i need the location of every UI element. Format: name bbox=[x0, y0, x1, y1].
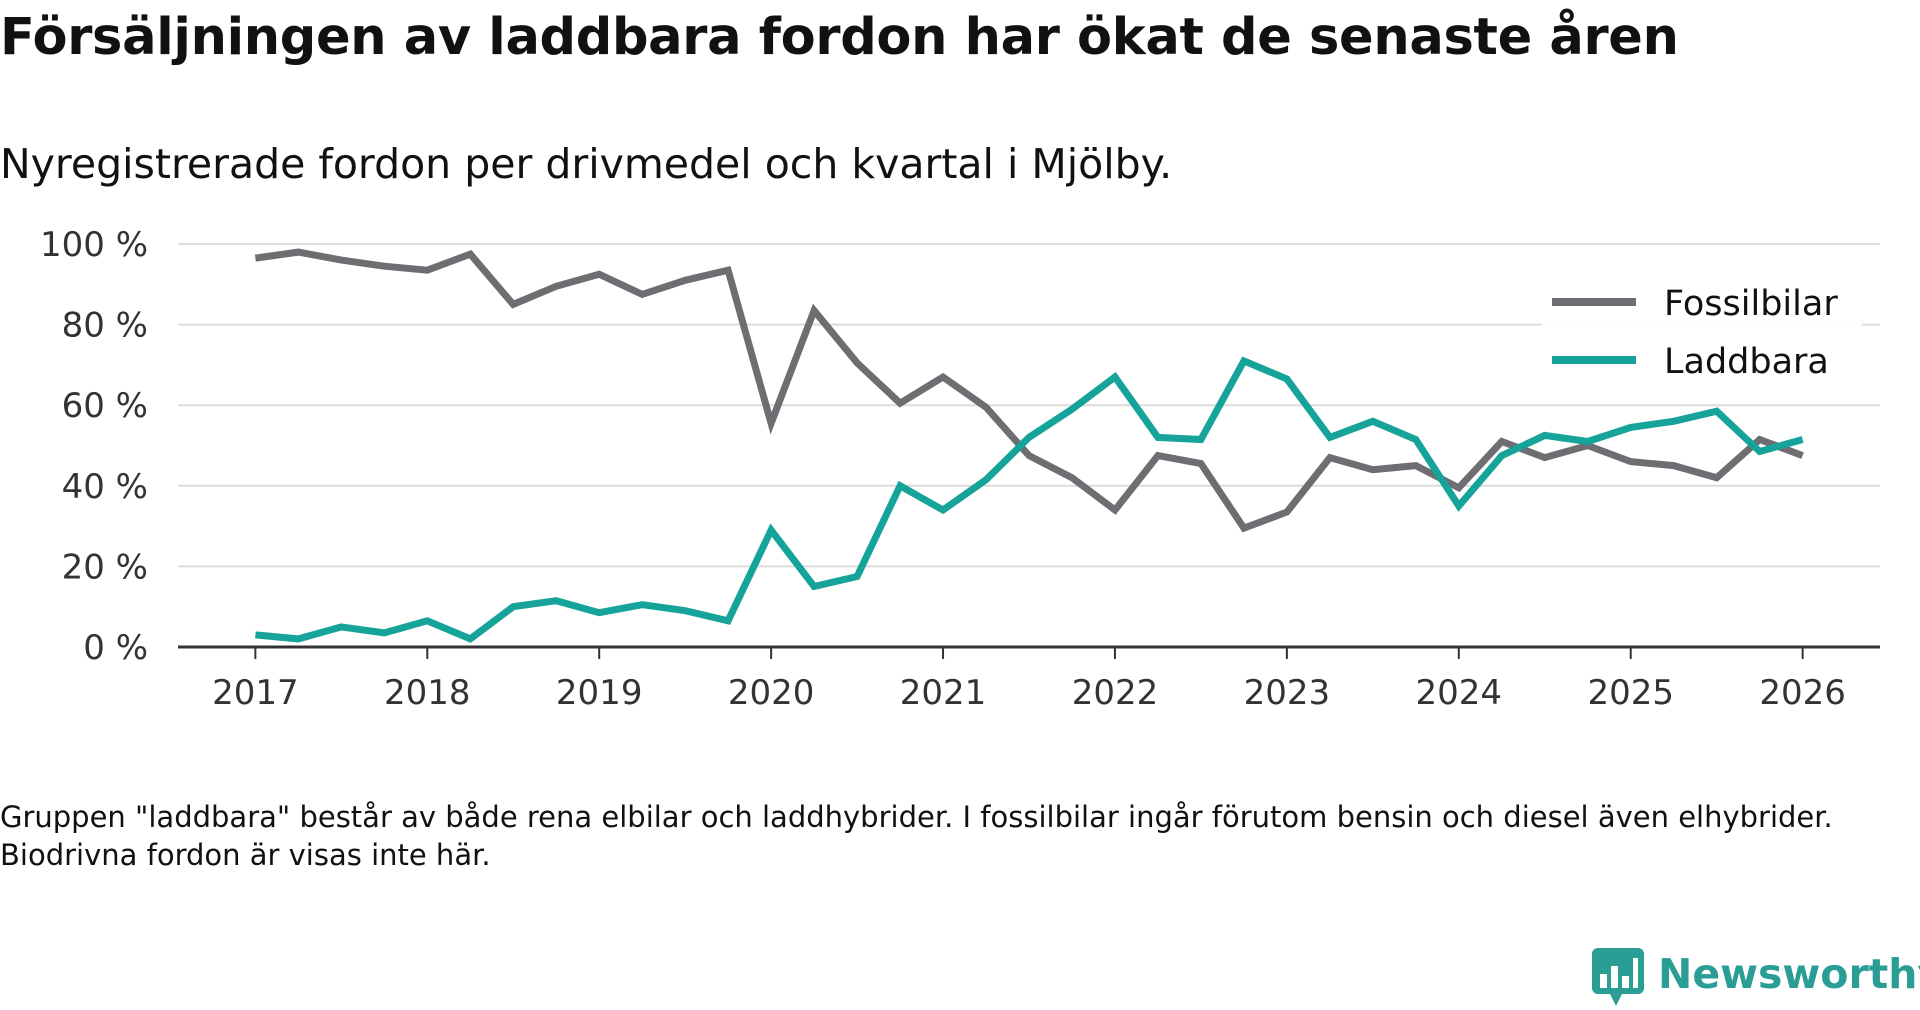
x-tick-label: 2020 bbox=[728, 673, 815, 713]
series-lines bbox=[254, 248, 1804, 643]
footnote: Gruppen "laddbara" består av både rena e… bbox=[0, 800, 1833, 872]
brand-name: Newsworthy bbox=[1658, 950, 1920, 998]
y-tick-label: 20 % bbox=[62, 547, 148, 587]
series-line-fossilbilar bbox=[254, 248, 1804, 533]
y-tick-label: 0 % bbox=[83, 628, 148, 668]
y-tick-label: 60 % bbox=[62, 386, 148, 426]
y-tick-label: 40 % bbox=[62, 467, 148, 507]
x-tick-label: 2022 bbox=[1072, 673, 1159, 713]
x-tick-label: 2018 bbox=[384, 673, 471, 713]
chart-subtitle: Nyregistrerade fordon per drivmedel och … bbox=[0, 140, 1173, 188]
x-axis: 2017 2018 2019 2020 2021 2022 2023 2024 2025 2026 bbox=[178, 645, 1880, 713]
y-tick-label: 100 % bbox=[40, 225, 148, 265]
legend: Fossilbilar Laddbara bbox=[1542, 276, 1862, 388]
legend-label-laddbara: Laddbara bbox=[1664, 342, 1829, 382]
newsworthy-logo-icon bbox=[1592, 948, 1644, 1006]
brand: Newsworthy bbox=[1592, 930, 1920, 1010]
line-chart: 0 % 20 % 40 % 60 % 80 % 100 % 2017 2018 2019 202… bbox=[40, 225, 1880, 713]
chart-title: Försäljningen av laddbara fordon har öka… bbox=[0, 8, 1679, 67]
series-line-laddbara bbox=[255, 356, 1804, 643]
legend-label-fossilbilar: Fossilbilar bbox=[1664, 284, 1838, 324]
y-axis-ticks: 0 % 20 % 40 % 60 % 80 % 100 % bbox=[40, 225, 148, 668]
legend-background bbox=[1542, 276, 1862, 388]
y-tick-label: 80 % bbox=[62, 306, 148, 346]
x-tick-label: 2026 bbox=[1759, 673, 1846, 713]
x-tick-label: 2024 bbox=[1416, 673, 1503, 713]
x-tick-label: 2025 bbox=[1587, 673, 1674, 713]
x-tick-label: 2021 bbox=[900, 673, 987, 713]
x-tick-label: 2023 bbox=[1244, 673, 1331, 713]
x-tick-label: 2017 bbox=[212, 673, 299, 713]
x-tick-label: 2019 bbox=[556, 673, 643, 713]
